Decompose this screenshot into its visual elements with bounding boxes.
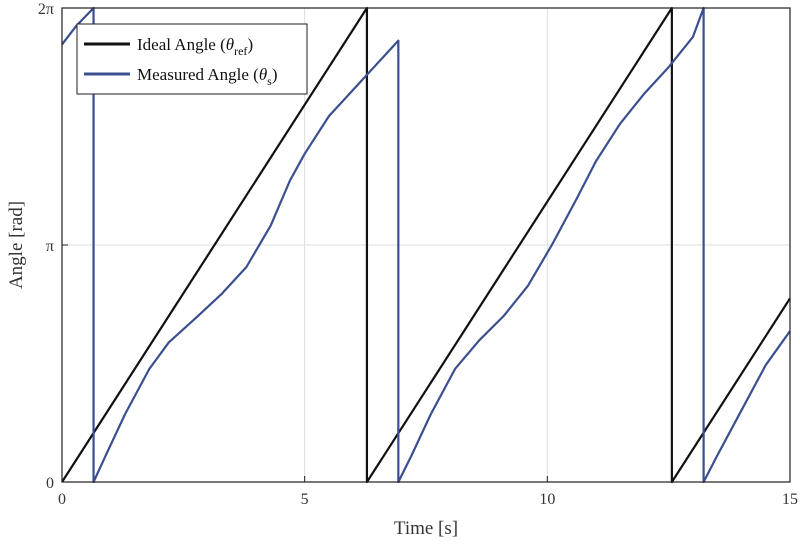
x-axis-title: Time [s]	[394, 518, 458, 539]
legend: Ideal Angle (θref) Measured Angle (θs)	[76, 23, 308, 95]
x-tick-label: 15	[782, 491, 798, 508]
y-axis-title: Angle [rad]	[6, 201, 27, 289]
series-line-ideal-angle	[61, 6, 791, 484]
legend-label-measured: Measured Angle (θs)	[137, 65, 278, 88]
y-tick-label: 2π	[38, 1, 54, 18]
legend-label-ideal: Ideal Angle (θref)	[137, 35, 253, 58]
y-tick-label: 0	[46, 475, 54, 492]
axis-ticks: 0 5 10 15 0 π 2π	[38, 1, 798, 508]
y-tick-label: π	[46, 238, 54, 255]
series-line-measured-angle	[61, 6, 791, 484]
x-tick-label: 5	[301, 491, 309, 508]
series-lines	[61, 6, 791, 484]
legend-box	[76, 23, 308, 95]
x-tick-label: 0	[58, 491, 66, 508]
x-tick-label: 10	[539, 491, 555, 508]
